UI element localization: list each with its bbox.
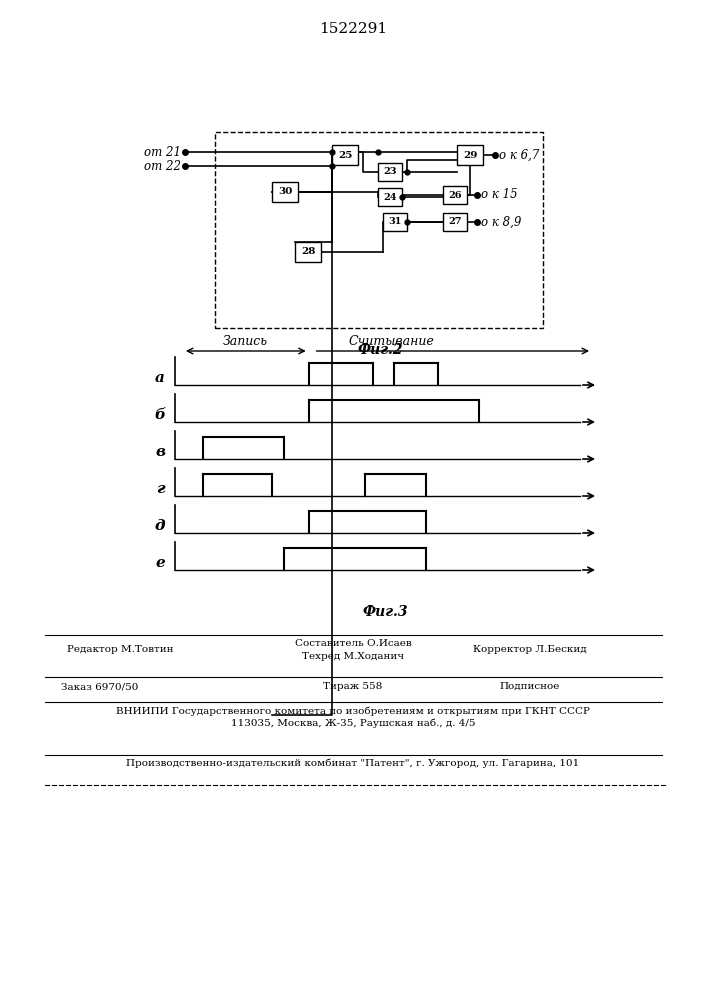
Text: Заказ 6970/50: Заказ 6970/50 [62,682,139,691]
Bar [383,213,407,231]
Bar [378,163,402,181]
Bar [378,188,402,206]
Text: 25: 25 [338,150,352,159]
Text: Техред М.Ходанич: Техред М.Ходанич [302,652,404,661]
Text: а: а [155,371,165,385]
Text: о к 6,7: о к 6,7 [499,148,539,161]
Text: Составитель О.Исаев: Составитель О.Исаев [295,639,411,648]
Text: Фиг.2: Фиг.2 [357,343,403,357]
Text: 31: 31 [388,218,402,227]
Text: 28: 28 [300,247,315,256]
Text: Редактор М.Товтин: Редактор М.Товтин [66,645,173,654]
Text: в: в [155,445,165,459]
Text: Фиг.3: Фиг.3 [362,605,408,619]
Text: Подписное: Подписное [500,682,560,691]
Text: 24: 24 [383,192,397,202]
Text: б: б [154,408,165,422]
Bar [272,182,298,202]
Text: 23: 23 [383,167,397,176]
Text: Тираж 558: Тираж 558 [323,682,382,691]
Bar [332,145,358,165]
Text: 29: 29 [463,150,477,159]
Bar [295,242,321,262]
Text: Производственно-издательский комбинат "Патент", г. Ужгород, ул. Гагарина, 101: Производственно-издательский комбинат "П… [127,759,580,768]
Text: 30: 30 [278,188,292,196]
Text: 27: 27 [448,218,462,227]
Bar [443,213,467,231]
Text: д: д [154,519,165,533]
Text: г: г [156,482,165,496]
Text: от 22: от 22 [144,159,181,172]
Text: Запись: Запись [223,335,269,348]
Bar [443,186,467,204]
Text: е: е [156,556,165,570]
Text: ВНИИПИ Государственного комитета по изобретениям и открытиям при ГКНТ СССР: ВНИИПИ Государственного комитета по изоб… [116,706,590,716]
Text: 113035, Москва, Ж-35, Раушская наб., д. 4/5: 113035, Москва, Ж-35, Раушская наб., д. … [230,719,475,728]
Text: о к 15: о к 15 [481,188,518,202]
Text: о к 8,9: о к 8,9 [481,216,521,229]
Text: 26: 26 [448,190,462,200]
Text: Считывание: Считывание [349,335,434,348]
Text: Корректор Л.Бескид: Корректор Л.Бескид [473,645,587,654]
Text: от 21: от 21 [144,145,181,158]
Text: 1522291: 1522291 [319,22,387,36]
Bar [457,145,483,165]
